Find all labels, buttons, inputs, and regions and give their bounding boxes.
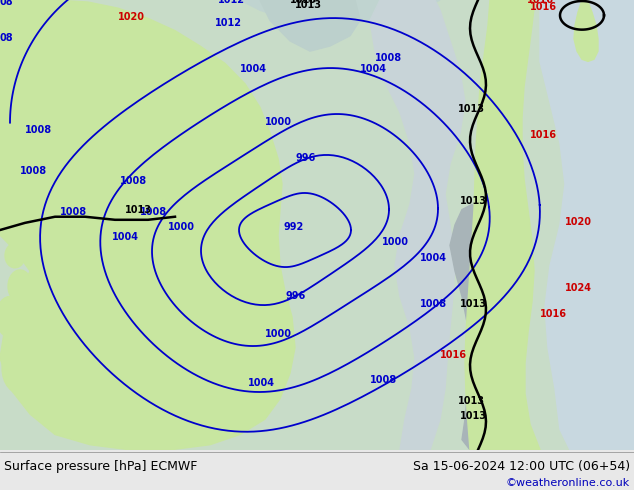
Text: 1016: 1016 — [527, 0, 554, 5]
Polygon shape — [8, 270, 32, 303]
Text: 1016: 1016 — [530, 130, 557, 140]
Polygon shape — [64, 278, 76, 294]
Text: 1004: 1004 — [360, 64, 387, 74]
Polygon shape — [89, 355, 101, 371]
Polygon shape — [163, 107, 177, 118]
Polygon shape — [94, 309, 106, 325]
Text: 08: 08 — [0, 33, 13, 43]
Text: 1024: 1024 — [565, 283, 592, 294]
Text: 1008: 1008 — [420, 299, 447, 309]
Polygon shape — [147, 152, 163, 165]
Polygon shape — [77, 397, 93, 421]
Text: 996: 996 — [285, 291, 305, 300]
Text: 1008: 1008 — [140, 207, 167, 217]
Polygon shape — [26, 294, 44, 319]
Text: Surface pressure [hPa] ECMWF: Surface pressure [hPa] ECMWF — [4, 460, 197, 473]
Text: 1013: 1013 — [290, 0, 317, 5]
Polygon shape — [89, 118, 101, 128]
Text: 1020: 1020 — [118, 12, 145, 23]
Text: 996: 996 — [295, 152, 315, 163]
Polygon shape — [491, 266, 514, 399]
Text: 1000: 1000 — [382, 237, 409, 247]
Polygon shape — [53, 308, 67, 326]
Text: Sa 15-06-2024 12:00 UTC (06+54): Sa 15-06-2024 12:00 UTC (06+54) — [413, 460, 630, 473]
Text: 992: 992 — [283, 222, 303, 232]
Polygon shape — [0, 296, 24, 337]
Text: 1004: 1004 — [240, 64, 267, 74]
Polygon shape — [574, 0, 598, 61]
Text: 1013: 1013 — [460, 299, 487, 309]
Text: 1004: 1004 — [420, 253, 447, 263]
Text: 1016: 1016 — [540, 309, 567, 319]
Text: 1016: 1016 — [530, 2, 557, 12]
Text: 1008: 1008 — [375, 53, 402, 63]
Polygon shape — [5, 244, 25, 268]
Text: 1013: 1013 — [460, 196, 487, 206]
Polygon shape — [67, 81, 83, 93]
Text: 1008: 1008 — [25, 125, 52, 135]
Polygon shape — [370, 0, 465, 450]
Polygon shape — [0, 0, 295, 450]
Text: 1013: 1013 — [295, 0, 322, 10]
Polygon shape — [47, 343, 63, 363]
Text: 1008: 1008 — [120, 176, 147, 186]
Text: 1016: 1016 — [440, 350, 467, 360]
Polygon shape — [73, 338, 87, 358]
Polygon shape — [260, 0, 360, 51]
Text: 1000: 1000 — [265, 117, 292, 127]
Polygon shape — [55, 383, 75, 414]
Polygon shape — [33, 241, 47, 260]
Text: 1013: 1013 — [458, 396, 485, 406]
Text: 1008: 1008 — [370, 375, 397, 385]
Text: 1012: 1012 — [215, 18, 242, 27]
Polygon shape — [540, 0, 634, 450]
Text: 1000: 1000 — [168, 222, 195, 232]
Polygon shape — [2, 343, 38, 393]
Polygon shape — [33, 365, 57, 402]
Text: 1013: 1013 — [125, 205, 152, 215]
Text: ©weatheronline.co.uk: ©weatheronline.co.uk — [506, 478, 630, 488]
Text: 1013: 1013 — [458, 104, 485, 115]
Polygon shape — [37, 266, 53, 286]
Polygon shape — [118, 140, 142, 156]
Polygon shape — [20, 328, 40, 357]
Text: 1008: 1008 — [60, 207, 87, 217]
Text: 1012: 1012 — [218, 0, 245, 5]
Text: 1013: 1013 — [460, 411, 487, 421]
Polygon shape — [59, 253, 71, 268]
Text: 1004: 1004 — [112, 232, 139, 242]
Text: 1000: 1000 — [265, 329, 292, 340]
Text: 1008: 1008 — [20, 166, 47, 176]
Text: 1004: 1004 — [248, 378, 275, 389]
Polygon shape — [450, 204, 494, 450]
Polygon shape — [0, 184, 110, 245]
Polygon shape — [240, 0, 440, 25]
Polygon shape — [465, 0, 540, 450]
Text: 1020: 1020 — [565, 217, 592, 227]
Text: 08: 08 — [0, 0, 13, 7]
